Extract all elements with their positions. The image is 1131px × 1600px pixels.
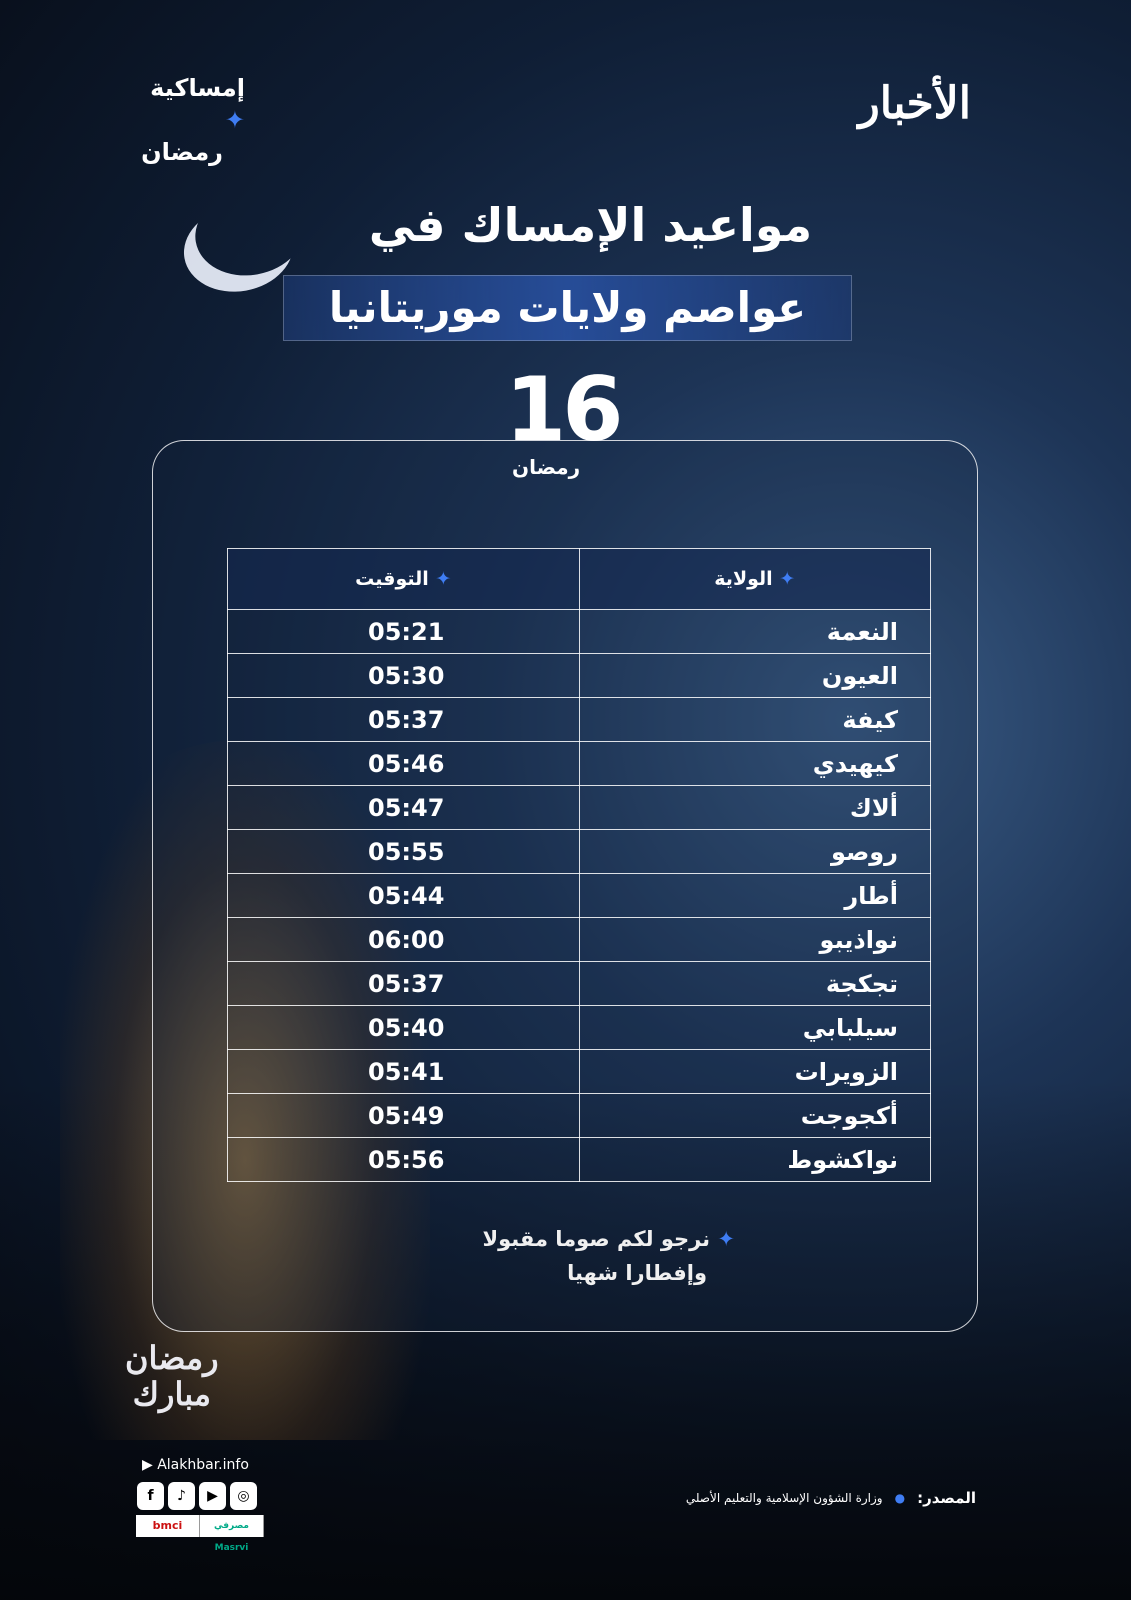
facebook-icon[interactable]: f [137,1482,164,1510]
bullet-icon: ● [894,1491,906,1505]
youtube-icon[interactable]: ▶ [199,1482,226,1510]
table-row: ألاك 05:47 [227,785,931,830]
state-cell: تجكجة [578,961,931,1006]
time-cell: 05:44 [227,873,580,918]
time-cell: 06:00 [227,917,580,962]
table-row: النعمة 05:21 [227,609,931,654]
table-row: روصو 05:55 [227,829,931,874]
table-row: أكجوجت 05:49 [227,1093,931,1138]
header-time: ✦ التوقيت [227,548,580,610]
blessing-line1: نرجو لكم صوما مقبولا [482,1227,711,1251]
page-title: مواعيد الإمساك في [368,198,813,252]
sponsor-masrvi: مصرفي Masrvi [200,1515,264,1553]
table-header: ✦ الولاية ✦ التوقيت [227,548,931,610]
series-label: إمساكية ✦ رمضان [125,72,245,168]
table-row: كيهيدي 05:46 [227,741,931,786]
state-cell: أطار [578,873,931,918]
page-subtitle: عواصم ولايات موريتانيا [283,275,852,341]
state-cell: نواكشوط [578,1137,931,1182]
blessing-text: ✦ نرجو لكم صوما مقبولا وإفطارا شهيا [415,1222,735,1290]
time-cell: 05:49 [227,1093,580,1138]
state-cell: النعمة [578,609,931,654]
dribbble-icon[interactable]: ◎ [230,1482,257,1510]
table-row: الزويرات 05:41 [227,1049,931,1094]
state-cell: أكجوجت [578,1093,931,1138]
state-cell: العيون [578,653,931,698]
table-row: نواذيبو 06:00 [227,917,931,962]
table-row: نواكشوط 05:56 [227,1137,931,1182]
state-cell: روصو [578,829,931,874]
series-line1: إمساكية [150,74,245,102]
state-cell: الزويرات [578,1049,931,1094]
star-icon: ✦ [717,1227,735,1251]
time-cell: 05:40 [227,1005,580,1050]
star-icon: ✦ [779,568,796,590]
day-month: رمضان [512,455,581,479]
table-row: سيلبابي 05:40 [227,1005,931,1050]
star-icon: ✦ [435,568,452,590]
state-cell: نواذيبو [578,917,931,962]
table-row: أطار 05:44 [227,873,931,918]
header-state: ✦ الولاية [578,548,931,610]
day-number: 16 [505,358,623,461]
state-cell: ألاك [578,785,931,830]
table-row: العيون 05:30 [227,653,931,698]
tiktok-icon[interactable]: ♪ [168,1482,195,1510]
state-cell: كيهيدي [578,741,931,786]
source-label: المصدر: [917,1489,976,1507]
time-cell: 05:41 [227,1049,580,1094]
time-cell: 05:30 [227,653,580,698]
time-cell: 05:55 [227,829,580,874]
table-row: تجكجة 05:37 [227,961,931,1006]
source-credit: المصدر: ● وزارة الشؤون الإسلامية والتعلي… [686,1489,976,1507]
time-cell: 05:47 [227,785,580,830]
website-link[interactable]: ▶ Alakhbar.info [142,1457,249,1473]
time-cell: 05:56 [227,1137,580,1182]
table-row: كيفة 05:37 [227,697,931,742]
ramadan-mubarak-logo: رمضان مبارك [125,1339,219,1413]
star-icon: ✦ [224,106,245,134]
source-text: وزارة الشؤون الإسلامية والتعليم الأصلي [685,1491,883,1505]
time-cell: 05:21 [227,609,580,654]
time-cell: 05:37 [227,697,580,742]
sponsor-logos: bmci مصرفي Masrvi [136,1515,264,1553]
blessing-line2: وإفطارا شهيا [567,1261,707,1285]
state-cell: سيلبابي [578,1005,931,1050]
brand-logo: الأخبار [858,78,971,129]
time-cell: 05:46 [227,741,580,786]
imsak-table: ✦ الولاية ✦ التوقيت النعمة 05:21 العيون 05:… [227,548,931,1182]
sponsor-bmci: bmci [136,1515,200,1537]
series-line2: رمضان [141,138,223,166]
social-links: f ♪ ▶ ◎ [137,1482,257,1510]
time-cell: 05:37 [227,961,580,1006]
state-cell: كيفة [578,697,931,742]
